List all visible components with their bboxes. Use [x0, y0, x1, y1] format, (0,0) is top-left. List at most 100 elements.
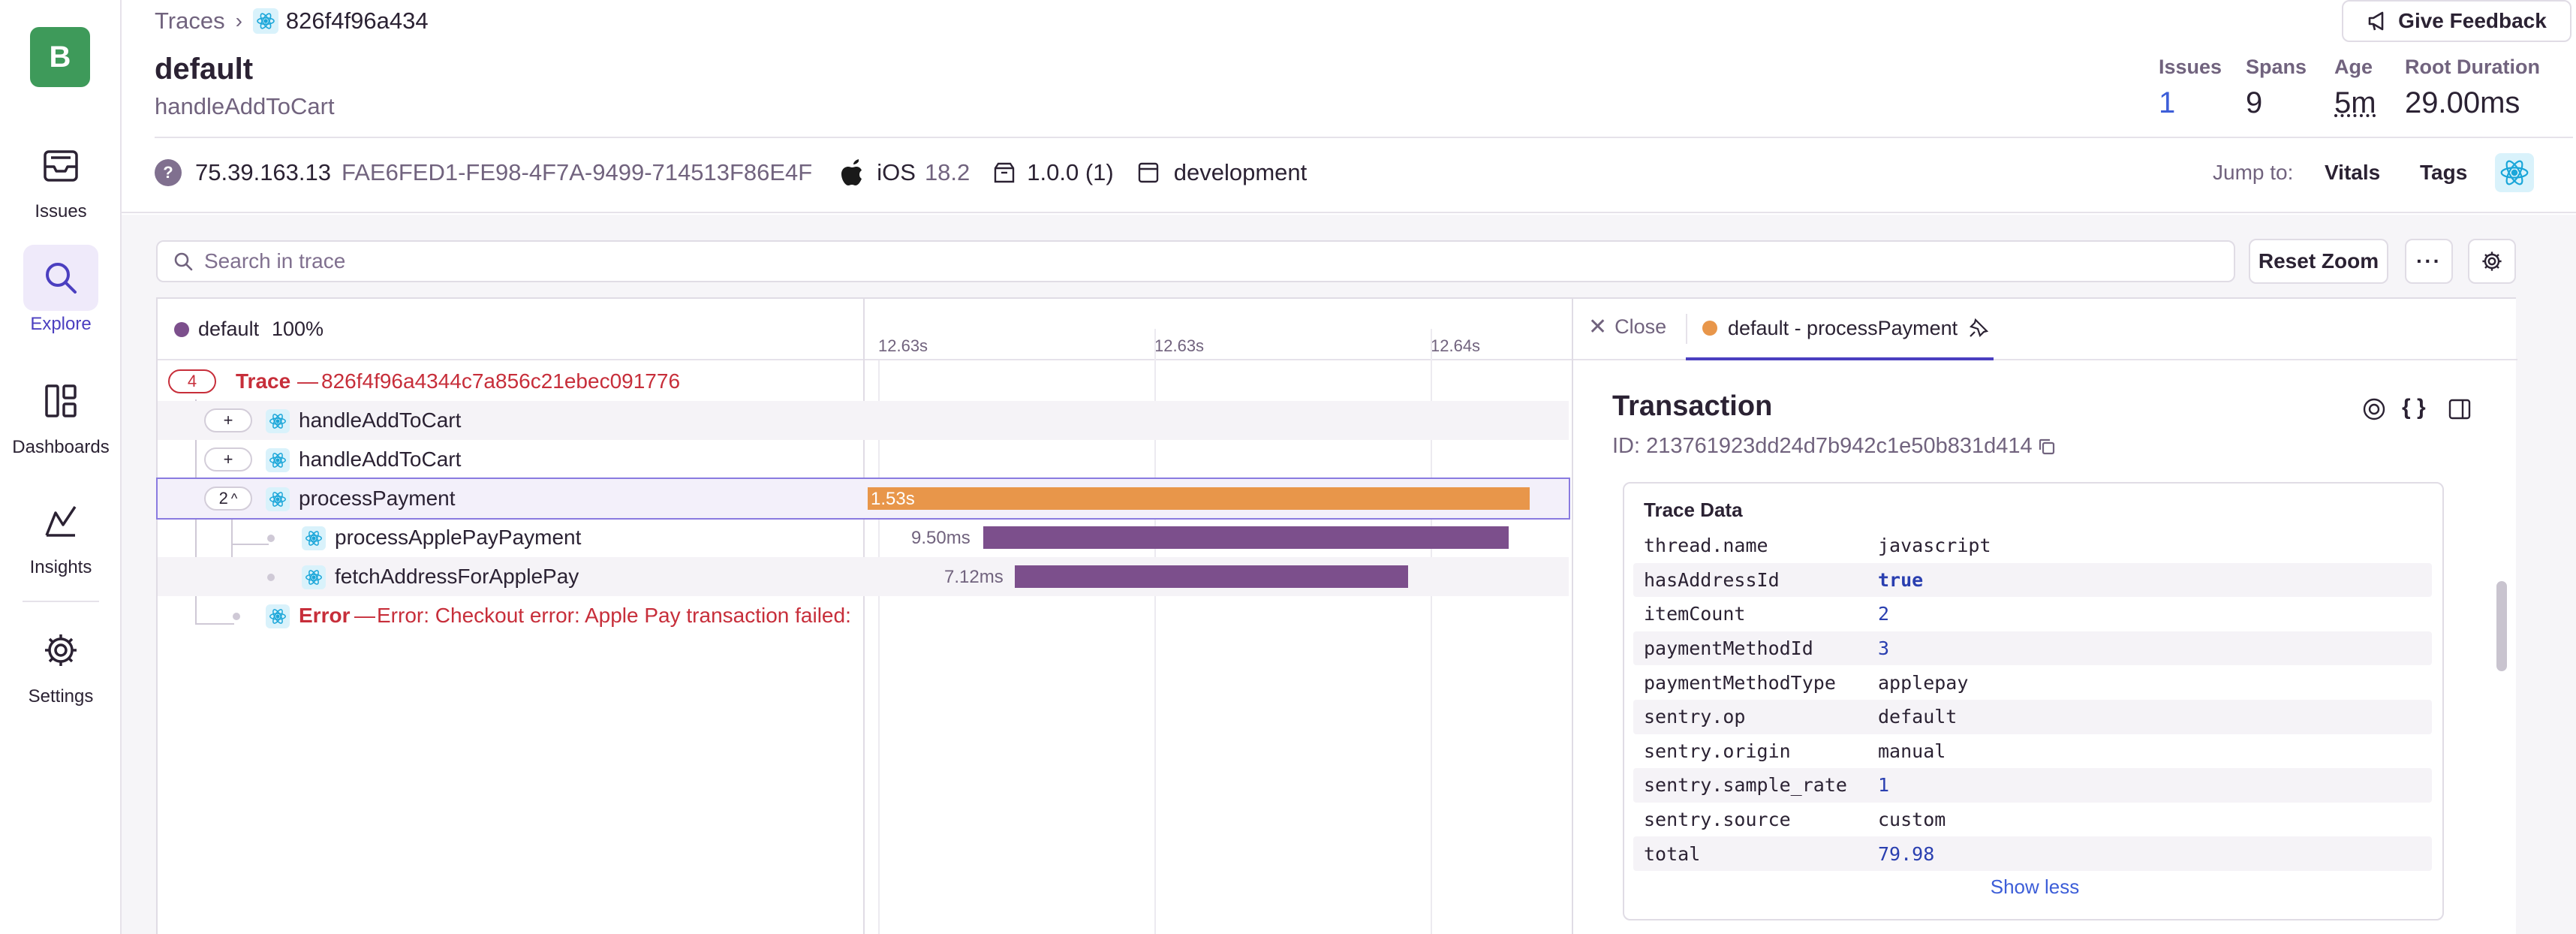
- copy-icon[interactable]: [2037, 437, 2057, 456]
- sidebar-toggle-icon[interactable]: [2447, 396, 2472, 426]
- stat-label: Issues: [2159, 56, 2222, 78]
- close-drawer-button[interactable]: ✕ Close: [1588, 314, 1666, 340]
- ip-address[interactable]: 75.39.163.13: [195, 159, 332, 185]
- sidebar-item-label: Issues: [35, 201, 87, 221]
- search-icon: [174, 252, 193, 271]
- jump-tags-link[interactable]: Tags: [2420, 161, 2468, 184]
- span-row[interactable]: + handleAddToCart: [158, 401, 1569, 440]
- trace-data-key: sentry.source: [1644, 809, 1791, 831]
- trace-data-value[interactable]: true: [1878, 568, 1924, 591]
- stat-issues-value[interactable]: 1: [2159, 86, 2176, 119]
- trace-data-row: paymentMethodType applepay: [1633, 665, 2432, 700]
- tick-label: 12.63s: [878, 336, 928, 355]
- breadcrumb-traces-link[interactable]: Traces: [155, 8, 225, 34]
- dashboards-icon: [23, 368, 98, 434]
- sidebar-item-issues[interactable]: Issues: [0, 132, 122, 222]
- stat-value[interactable]: 5m: [2334, 86, 2376, 119]
- drawer-scrollbar[interactable]: [2493, 482, 2508, 920]
- chevron-right-icon: ›: [235, 9, 242, 32]
- more-options-button[interactable]: ···: [2405, 239, 2453, 284]
- legend-dot: [174, 322, 189, 337]
- give-feedback-button[interactable]: Give Feedback: [2342, 0, 2571, 42]
- breadcrumb-current: 826f4f96a434: [285, 8, 429, 34]
- stat-value: 9: [2246, 86, 2263, 119]
- trace-data-value[interactable]: custom: [1878, 809, 1946, 831]
- give-feedback-label: Give Feedback: [2398, 9, 2547, 32]
- pin-icon[interactable]: [1968, 318, 1989, 339]
- os-name[interactable]: iOS: [877, 159, 916, 185]
- issues-icon: [23, 132, 98, 198]
- jump-vitals-link[interactable]: Vitals: [2325, 161, 2381, 184]
- span-bar[interactable]: [868, 487, 1530, 510]
- stat-age: Age 5m: [2334, 56, 2376, 120]
- tree-connector: [231, 517, 233, 581]
- collapse-toggle[interactable]: 2 ^: [204, 487, 252, 511]
- trace-stats: Issues 1 Spans 9 Age 5m Root Duration 29…: [122, 56, 2576, 131]
- span-name: processPayment: [299, 487, 456, 510]
- environment[interactable]: development: [1173, 159, 1308, 185]
- trace-root-row[interactable]: 4 Trace — 826f4f96a4344c7a856c21ebec0917…: [158, 362, 1569, 401]
- device-id[interactable]: FAE6FED1-FE98-4F7A-9499-714513F86E4F: [342, 159, 813, 185]
- json-view-icon[interactable]: { }: [2402, 395, 2426, 420]
- trace-data-row: itemCount 2: [1633, 597, 2432, 631]
- sidebar-item-explore[interactable]: Explore: [0, 245, 122, 335]
- reset-zoom-button[interactable]: Reset Zoom: [2249, 239, 2388, 284]
- sidebar-item-settings[interactable]: Settings: [0, 617, 122, 707]
- sidebar-item-dashboards[interactable]: Dashboards: [0, 368, 122, 458]
- trace-data-value[interactable]: applepay: [1878, 671, 1969, 694]
- trace-settings-button[interactable]: [2468, 239, 2516, 284]
- error-label: Error: [299, 604, 351, 627]
- trace-data-value[interactable]: 2: [1878, 603, 1890, 625]
- scrollbar-thumb[interactable]: [2496, 581, 2507, 671]
- trace-root-label: Trace: [236, 369, 291, 393]
- span-duration: 1.53s: [871, 489, 915, 509]
- react-platform-icon[interactable]: [2495, 153, 2534, 192]
- trace-view: Reset Zoom ··· default 100% 12.63s 12.63…: [122, 215, 2576, 934]
- trace-data-value[interactable]: 1: [1878, 774, 1890, 797]
- trace-data-value[interactable]: 3: [1878, 637, 1890, 660]
- jump-to: Jump to: Vitals Tags: [122, 153, 2576, 192]
- drawer-tabs: ✕ Close default - processPayment: [1573, 299, 2517, 360]
- divider: [155, 137, 2573, 138]
- close-icon: ✕: [1588, 315, 1608, 339]
- span-row[interactable]: processApplePayPayment 9.50ms: [158, 518, 1569, 557]
- error-count-badge: 4: [168, 369, 216, 393]
- sidebar-item-label: Settings: [28, 686, 94, 707]
- show-less-link[interactable]: Show less: [1990, 875, 2080, 898]
- span-row-selected[interactable]: 2 ^ processPayment 1.53s: [156, 478, 1570, 520]
- view-in-profile-icon[interactable]: [2361, 396, 2387, 426]
- trace-data-value[interactable]: default: [1878, 706, 1958, 728]
- sidebar-item-insights[interactable]: Insights: [0, 488, 122, 578]
- error-row[interactable]: Error — Error: Checkout error: Apple Pay…: [158, 596, 1569, 635]
- span-bar[interactable]: [1015, 565, 1408, 588]
- jump-to-label: Jump to:: [2213, 161, 2294, 184]
- gear-icon: [2482, 252, 2502, 271]
- search-input[interactable]: [204, 249, 2156, 273]
- expand-toggle[interactable]: +: [204, 447, 252, 472]
- expand-toggle[interactable]: +: [204, 408, 252, 432]
- trace-data-value[interactable]: manual: [1878, 740, 1946, 762]
- trace-data-key: total: [1644, 842, 1701, 865]
- span-name: handleAddToCart: [299, 408, 462, 432]
- trace-data-value[interactable]: 79.98: [1878, 842, 1935, 865]
- error-dash: —: [354, 604, 375, 627]
- tab-process-payment[interactable]: default - processPayment: [1686, 299, 1994, 360]
- trace-data-row: sentry.sample_rate 1: [1633, 768, 2432, 803]
- react-icon: [266, 409, 290, 433]
- column-divider[interactable]: [863, 299, 865, 934]
- org-avatar[interactable]: B: [30, 27, 90, 87]
- stat-label: Spans: [2246, 56, 2307, 78]
- react-icon: [266, 604, 290, 628]
- stat-label: Root Duration: [2405, 56, 2540, 78]
- react-icon: [266, 448, 290, 472]
- span-bar[interactable]: [983, 526, 1509, 549]
- trace-data-row: sentry.source custom: [1633, 803, 2432, 837]
- release-version[interactable]: 1.0.0 (1): [1027, 159, 1114, 185]
- span-row[interactable]: fetchAddressForApplePay 7.12ms: [158, 557, 1569, 596]
- trace-data-value[interactable]: javascript: [1878, 535, 1991, 557]
- span-row[interactable]: + handleAddToCart: [158, 440, 1569, 479]
- section-title: Trace Data: [1644, 499, 1743, 521]
- trace-context-tags: ? 75.39.163.13 FAE6FED1-FE98-4F7A-9499-7…: [155, 155, 1307, 191]
- span-name: processApplePayPayment: [335, 526, 582, 549]
- trace-header: Traces › 826f4f96a434 default handleAddT…: [122, 0, 2576, 213]
